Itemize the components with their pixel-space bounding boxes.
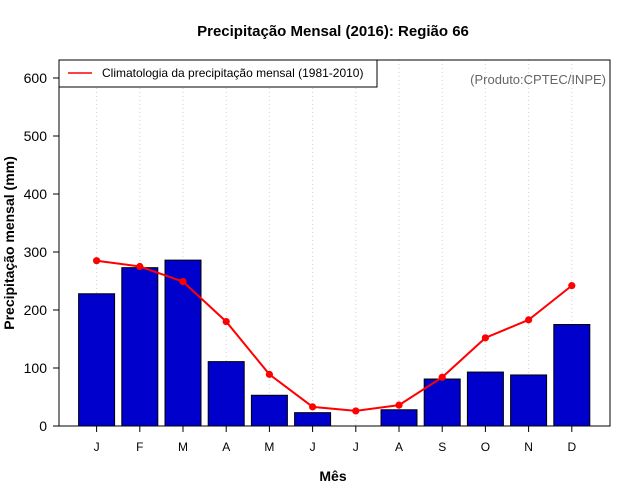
x-tick-label: M <box>264 440 274 454</box>
y-tick-label: 500 <box>24 128 48 144</box>
x-tick-label: J <box>310 440 316 454</box>
x-tick-label: S <box>438 440 446 454</box>
bar <box>121 267 159 427</box>
climatology-point <box>352 407 360 415</box>
climatology-series <box>93 257 576 415</box>
bar <box>78 293 116 427</box>
x-tick-label: M <box>178 440 188 454</box>
bar <box>553 324 591 427</box>
y-tick-label: 600 <box>24 70 48 86</box>
climatology-point <box>438 373 446 381</box>
climatology-line <box>96 259 573 412</box>
legend-box <box>58 59 378 88</box>
climatology-point <box>525 316 533 324</box>
bar <box>380 409 418 427</box>
x-tick-label: N <box>524 440 533 454</box>
bar <box>294 412 332 427</box>
climatology-point <box>481 334 489 342</box>
climatology-point <box>136 262 144 271</box>
bar <box>207 361 245 427</box>
climatology-point <box>568 282 576 290</box>
y-tick-label: 0 <box>39 418 47 434</box>
climatology-point <box>93 257 101 265</box>
y-tick-label: 300 <box>24 244 48 260</box>
bar <box>510 374 548 427</box>
legend: Climatologia da precipitação mensal (198… <box>58 59 378 88</box>
climatology-point <box>395 401 403 409</box>
bar <box>164 259 202 427</box>
x-tick-label: F <box>136 440 143 454</box>
y-tick-label: 400 <box>24 186 48 202</box>
y-tick-label: 200 <box>24 302 48 318</box>
credit-text: (Produto:CPTEC/INPE) <box>470 72 606 87</box>
x-tick-label: A <box>222 440 230 454</box>
x-tick-label: D <box>567 440 576 454</box>
x-tick-label: J <box>353 440 359 454</box>
bar <box>250 394 288 427</box>
climatology-point <box>179 277 187 286</box>
x-tick-label: A <box>395 440 403 454</box>
y-axis-label: Precipitação mensal (mm) <box>1 156 17 330</box>
y-tick-label: 100 <box>24 360 48 376</box>
chart-title: Precipitação Mensal (2016): Região 66 <box>197 23 469 40</box>
legend-label: Climatologia da precipitação mensal (198… <box>102 66 363 80</box>
climatology-point <box>222 318 230 326</box>
x-tick-label: O <box>481 440 490 454</box>
bar-series <box>78 259 591 427</box>
climatology-point <box>309 403 317 411</box>
bar <box>466 371 504 427</box>
climatology-point <box>265 370 273 378</box>
x-axis-label: Mês <box>319 468 346 484</box>
x-tick-label: J <box>94 440 100 454</box>
y-axis: 0 100 200 300 400 500 600 <box>24 70 59 434</box>
